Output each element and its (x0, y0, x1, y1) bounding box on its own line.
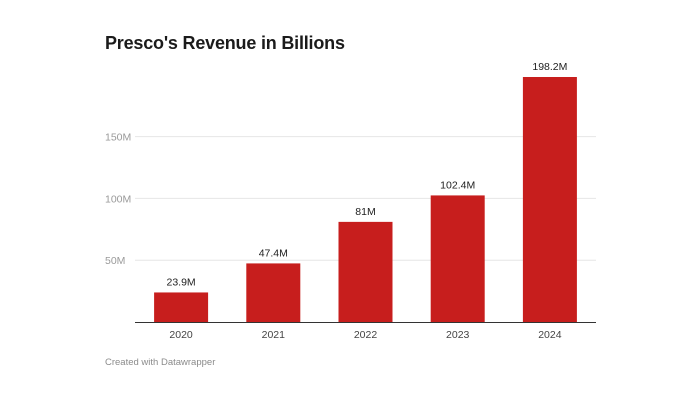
data-label-2020: 23.9M (167, 276, 196, 288)
bar-2022 (338, 221, 393, 322)
y-tick-label: 50M (105, 255, 125, 267)
x-tick-label-2024: 2024 (538, 329, 562, 341)
x-tick-label-2023: 2023 (446, 329, 470, 341)
x-tick-label-2022: 2022 (354, 329, 378, 341)
labels: 50M 100M 150M 23.9M 2020 47.4M 2021 81M 2022 102.… (105, 61, 567, 341)
y-tick-label: 150M (105, 132, 131, 144)
data-label-2023: 102.4M (440, 179, 475, 191)
bar-2020 (154, 292, 209, 322)
bar-2024 (522, 77, 577, 322)
y-tick-label: 100M (105, 193, 131, 205)
bar-2021 (246, 263, 301, 322)
data-label-2022: 81M (355, 206, 375, 218)
x-tick-label-2020: 2020 (169, 329, 193, 341)
bar-2023 (430, 195, 485, 322)
data-label-2024: 198.2M (532, 61, 567, 73)
x-tick-label-2021: 2021 (262, 329, 286, 341)
bars (154, 77, 577, 322)
data-label-2021: 47.4M (259, 247, 288, 259)
chart-title: Presco's Revenue in Billions (105, 33, 345, 53)
credit-text: Created with Datawrapper (105, 357, 216, 368)
